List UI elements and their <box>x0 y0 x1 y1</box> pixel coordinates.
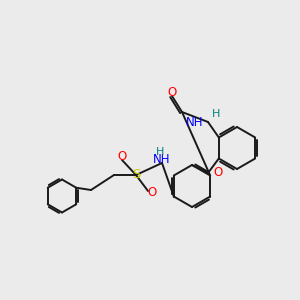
Text: O: O <box>167 85 177 99</box>
Text: NH: NH <box>186 116 203 128</box>
Text: NH: NH <box>153 153 171 166</box>
Text: S: S <box>132 169 140 182</box>
Text: O: O <box>117 150 127 163</box>
Text: O: O <box>147 186 157 199</box>
Text: O: O <box>213 167 223 179</box>
Text: H: H <box>156 147 165 157</box>
Text: H: H <box>212 109 220 118</box>
